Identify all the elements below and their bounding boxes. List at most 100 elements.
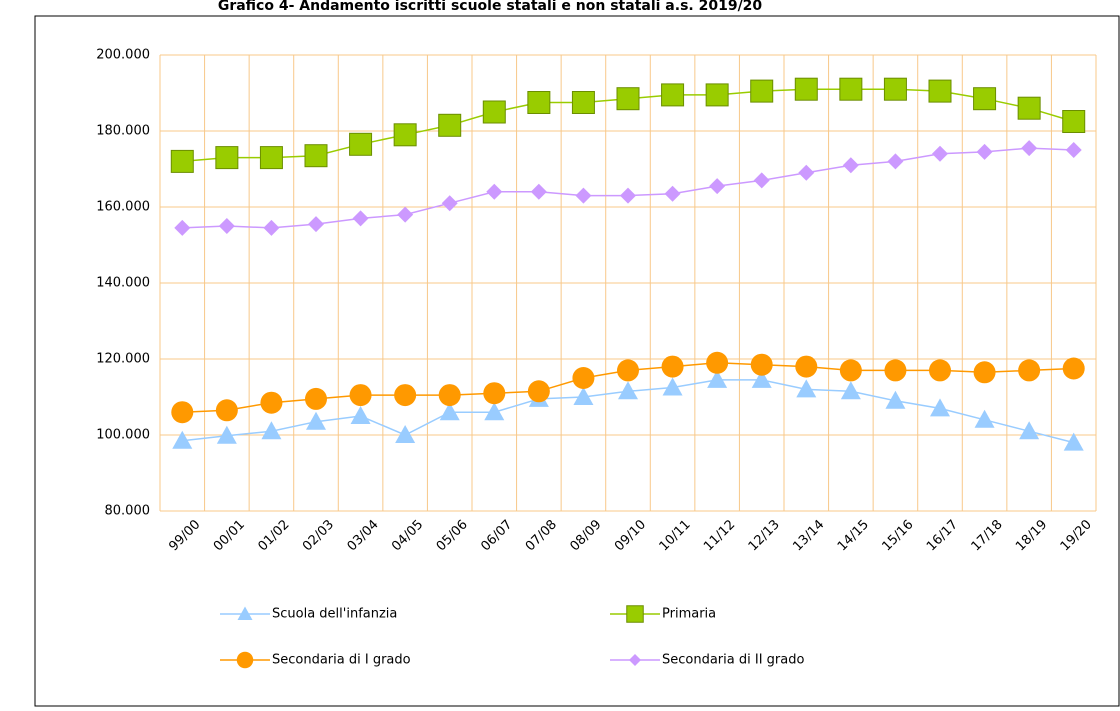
marker-diamond bbox=[1021, 140, 1038, 157]
marker-triangle bbox=[261, 421, 282, 440]
marker-circle bbox=[171, 401, 194, 424]
marker-square bbox=[1017, 96, 1041, 120]
marker-triangle bbox=[306, 411, 326, 430]
marker-triangle bbox=[840, 381, 861, 400]
chart-frame bbox=[34, 15, 1120, 707]
legend-label: Scuola dell'infanzia bbox=[272, 607, 397, 622]
y-tick-label: 200.000 bbox=[96, 48, 150, 63]
marker-square bbox=[438, 113, 462, 137]
marker-diamond bbox=[932, 145, 948, 162]
legend-label: Secondaria di II grado bbox=[662, 653, 804, 668]
marker-square bbox=[750, 79, 774, 103]
marker-square bbox=[259, 146, 283, 170]
marker-triangle bbox=[484, 402, 505, 421]
legend-marker bbox=[237, 606, 253, 620]
legend-marker bbox=[629, 654, 641, 666]
marker-circle bbox=[394, 384, 417, 407]
marker-circle bbox=[483, 382, 506, 405]
marker-diamond bbox=[352, 210, 369, 227]
marker-triangle bbox=[662, 377, 683, 396]
marker-square bbox=[571, 91, 595, 114]
marker-diamond bbox=[441, 195, 458, 212]
marker-circle bbox=[661, 355, 684, 378]
y-tick-label: 120.000 bbox=[96, 352, 150, 367]
legend-label: Primaria bbox=[662, 607, 716, 622]
marker-square bbox=[527, 91, 551, 114]
marker-diamond bbox=[174, 219, 191, 236]
marker-triangle bbox=[930, 398, 950, 417]
marker-triangle bbox=[439, 402, 460, 421]
marker-circle bbox=[884, 359, 907, 382]
marker-circle bbox=[260, 391, 283, 414]
marker-square bbox=[170, 149, 194, 173]
marker-diamond bbox=[753, 172, 770, 189]
marker-square bbox=[928, 79, 952, 103]
marker-triangle bbox=[172, 430, 193, 449]
marker-circle bbox=[438, 384, 461, 407]
marker-diamond bbox=[486, 183, 503, 200]
marker-triangle bbox=[395, 425, 416, 443]
marker-square bbox=[973, 87, 997, 111]
marker-diamond bbox=[1065, 142, 1082, 158]
marker-diamond bbox=[976, 143, 993, 160]
marker-circle bbox=[839, 359, 862, 382]
y-tick-label: 160.000 bbox=[96, 200, 150, 215]
marker-triangle bbox=[1063, 432, 1084, 451]
marker-diamond bbox=[798, 164, 815, 181]
marker-diamond bbox=[664, 185, 681, 202]
marker-diamond bbox=[263, 219, 280, 236]
marker-square bbox=[349, 132, 373, 156]
marker-triangle bbox=[796, 379, 817, 398]
marker-triangle bbox=[618, 381, 638, 400]
marker-diamond bbox=[530, 183, 547, 200]
y-tick-label: 140.000 bbox=[96, 276, 150, 291]
marker-triangle bbox=[216, 425, 237, 444]
marker-square bbox=[1062, 110, 1086, 133]
marker-square bbox=[616, 87, 640, 111]
marker-triangle bbox=[974, 409, 995, 428]
y-tick-label: 100.000 bbox=[96, 428, 150, 443]
marker-circle bbox=[572, 367, 595, 389]
marker-circle bbox=[750, 353, 773, 376]
marker-square bbox=[794, 77, 818, 101]
y-tick-label: 180.000 bbox=[96, 124, 150, 139]
legend-label: Secondaria di I grado bbox=[272, 653, 411, 668]
marker-square bbox=[661, 83, 685, 107]
chart-title: Grafico 4- Andamento iscritti scuole sta… bbox=[218, 0, 763, 14]
marker-triangle bbox=[885, 390, 906, 409]
marker-diamond bbox=[218, 218, 235, 234]
marker-triangle bbox=[573, 387, 594, 405]
marker-square bbox=[215, 146, 239, 170]
marker-circle bbox=[617, 359, 639, 382]
marker-circle bbox=[973, 361, 996, 384]
legend-marker bbox=[236, 651, 254, 669]
marker-diamond bbox=[620, 187, 636, 204]
y-tick-label: 80.000 bbox=[105, 504, 151, 519]
marker-circle bbox=[1062, 357, 1085, 380]
marker-diamond bbox=[308, 216, 324, 233]
marker-triangle bbox=[350, 406, 371, 424]
marker-triangle bbox=[707, 369, 728, 388]
marker-diamond bbox=[709, 178, 726, 195]
marker-triangle bbox=[1019, 421, 1040, 440]
marker-square bbox=[393, 123, 417, 147]
marker-diamond bbox=[842, 157, 859, 174]
marker-circle bbox=[706, 351, 729, 374]
marker-circle bbox=[349, 384, 372, 407]
legend-marker bbox=[626, 605, 644, 623]
marker-circle bbox=[527, 380, 550, 403]
marker-diamond bbox=[887, 153, 904, 170]
marker-circle bbox=[795, 355, 818, 378]
marker-triangle bbox=[751, 369, 772, 388]
marker-circle bbox=[929, 359, 951, 382]
marker-square bbox=[705, 83, 729, 107]
marker-square bbox=[839, 77, 863, 101]
marker-diamond bbox=[575, 187, 592, 204]
marker-circle bbox=[215, 399, 238, 422]
marker-circle bbox=[1018, 359, 1041, 382]
marker-diamond bbox=[397, 206, 414, 223]
marker-square bbox=[482, 100, 506, 124]
marker-square bbox=[883, 77, 907, 101]
